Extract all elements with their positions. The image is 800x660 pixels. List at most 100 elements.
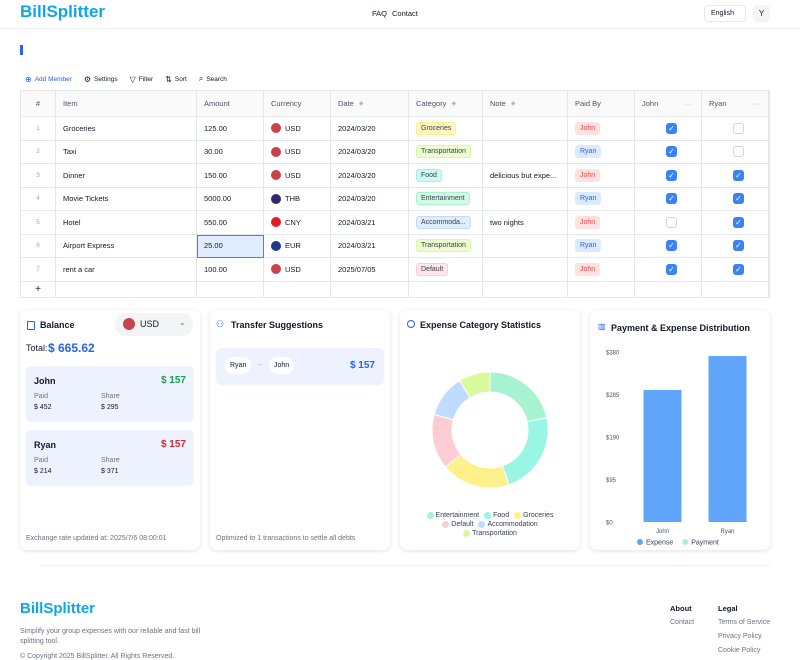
add-row[interactable]: + (35, 283, 41, 295)
row-number: 2 (36, 148, 40, 156)
arrow: → (256, 361, 263, 368)
sort-icon: ◈ (510, 101, 516, 107)
cell: Taxi (56, 140, 197, 164)
cell: 2024/03/20 (331, 140, 409, 164)
currency: USD (140, 319, 160, 329)
legend-label: Accommodation (487, 521, 538, 528)
checkbox-checked[interactable]: ✓ (733, 169, 744, 181)
column-title: Paid By (575, 99, 601, 108)
checkbox[interactable] (666, 216, 677, 228)
sort-icon: ◈ (358, 101, 364, 107)
cell: Airport Express (56, 234, 197, 258)
cell: two nights (483, 211, 568, 235)
cell: 100.00 (197, 258, 264, 282)
paid: $ 214 (34, 468, 52, 475)
cell: 2024/03/20 (331, 187, 409, 211)
cell: Groceries (56, 117, 197, 141)
x-tick-label: John (656, 529, 669, 535)
toolbar-button[interactable]: ⚙ Settings (84, 74, 118, 84)
cell: ✓ (702, 211, 769, 235)
menu-icon: ··· (684, 99, 692, 108)
amount: 30.00 (204, 147, 223, 157)
checkbox-checked[interactable]: ✓ (733, 240, 744, 252)
toolbar-button[interactable]: ⇅ Sort (165, 74, 187, 84)
legend-label: Transportation (472, 530, 517, 537)
cell: Ryan (568, 140, 635, 164)
legend-swatch (478, 521, 486, 528)
flag (271, 193, 281, 204)
cell: CNY (264, 211, 331, 235)
checkbox[interactable] (733, 122, 744, 134)
category-card: Expense Category Statistics Entertainmen… (400, 310, 580, 550)
cell: Transportation (409, 234, 483, 258)
icon: ⚇ (216, 319, 225, 329)
nav-link[interactable]: FAQ (372, 9, 388, 18)
checkbox-checked[interactable]: ✓ (666, 263, 677, 275)
paid-label: Paid (34, 457, 49, 464)
footer-link[interactable]: Contact (670, 619, 695, 626)
legend-swatch (426, 512, 434, 519)
checkbox-checked[interactable]: ✓ (733, 193, 744, 205)
item: Taxi (63, 147, 77, 157)
checkbox-checked[interactable]: ✓ (666, 240, 677, 252)
total: $ 665.62 (48, 341, 95, 355)
person-balance: Ryan $ 157 Paid $ 214 Share $ 371 (26, 430, 194, 486)
x-tick-label: Ryan (720, 529, 734, 535)
legend-item: Default (442, 521, 473, 528)
category-badge: Food (416, 168, 442, 182)
icon: ▽ (129, 74, 136, 84)
copyright: © Copyright 2025 BillSplitter. All Right… (20, 653, 175, 660)
footer-link[interactable]: Cookie Policy (718, 647, 761, 654)
footnote: Exchange rate updated at: 2025/7/6 08:00… (26, 535, 167, 542)
date: 2024/03/21 (338, 217, 376, 227)
header-cell: # (21, 91, 56, 117)
bar-chart: $0 $95 $190 $285 $380 John Ryan Expense Payment (606, 351, 747, 547)
column-title: Note (490, 99, 506, 108)
item: Dinner (63, 170, 86, 180)
cell: John (568, 211, 635, 235)
date: 2024/03/20 (338, 170, 376, 180)
brand[interactable]: BillSplitter (20, 2, 106, 21)
cell: THB (264, 187, 331, 211)
nav-link[interactable]: Contact (392, 9, 418, 18)
cell: 125.00 (197, 117, 264, 141)
checkbox-checked[interactable]: ✓ (666, 193, 677, 205)
y-tick-label: $0 (606, 521, 613, 527)
cell: 30.00 (197, 140, 264, 164)
checkbox-checked[interactable]: ✓ (666, 122, 677, 134)
cell: Transportation (409, 140, 483, 164)
cell: EUR (264, 234, 331, 258)
column-title: Currency (271, 99, 302, 108)
checkbox-checked[interactable]: ✓ (733, 263, 744, 275)
cell: ✓ (702, 258, 769, 282)
avatar[interactable]: Y (753, 5, 770, 22)
legend-swatch (484, 512, 492, 519)
checkbox-checked[interactable]: ✓ (733, 216, 744, 228)
toolbar-button[interactable]: ▽ Filter (130, 74, 154, 84)
note: delicious but expe... (490, 170, 557, 180)
toolbar-button[interactable]: ⊕ Add Member (25, 74, 72, 84)
footer-link[interactable]: Terms of Service (718, 619, 771, 626)
category-badge: Groceries (416, 121, 457, 135)
toolbar-button[interactable]: ⌕ Search (199, 74, 227, 84)
cell: USD (264, 258, 331, 282)
share: $ 371 (101, 468, 119, 475)
checkbox[interactable] (733, 146, 744, 158)
language-select[interactable]: English (704, 5, 746, 22)
currency-select[interactable]: USD ⌄ (115, 313, 193, 336)
checkbox-checked[interactable]: ✓ (666, 169, 677, 181)
legend-swatch (442, 521, 450, 528)
checkbox-checked[interactable]: ✓ (666, 146, 677, 158)
footer-heading: About (670, 604, 692, 613)
row-number: 4 (36, 195, 40, 203)
paid-by-badge: John (575, 121, 601, 135)
footer-link[interactable]: Privacy Policy (718, 633, 762, 640)
cell (197, 281, 264, 297)
item: Airport Express (63, 241, 115, 251)
legend-item: Accommodation (478, 521, 538, 528)
row-number: 3 (36, 171, 40, 179)
legend-label: Default (451, 521, 474, 528)
legend-item: Transportation (463, 530, 517, 537)
cell (483, 140, 568, 164)
table: # Item Amount Currency Date ◈ Category ◈ Note ◈ Pa… (20, 90, 770, 298)
